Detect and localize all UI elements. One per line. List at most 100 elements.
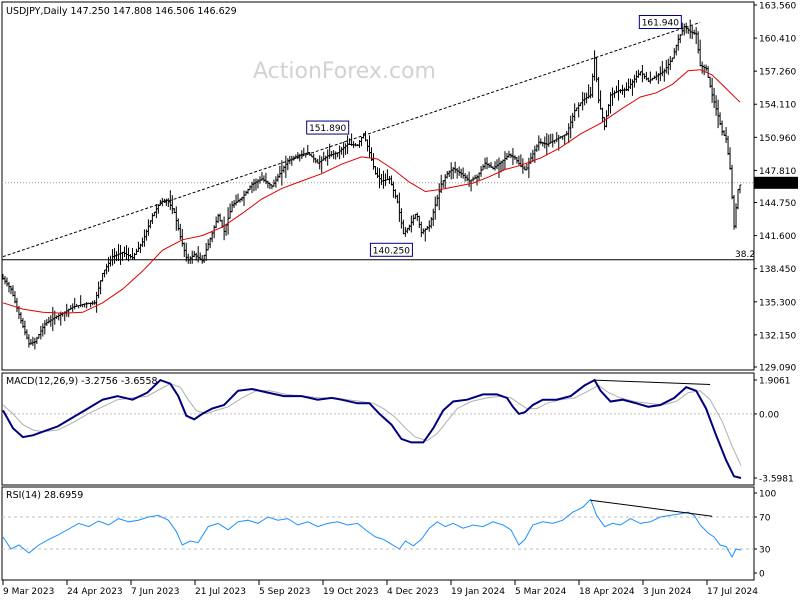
macd-tick-label: -3.5981 <box>759 475 794 485</box>
price-bar <box>441 180 445 188</box>
watermark-text: ActionForex.com <box>253 59 436 84</box>
price-bar <box>202 254 206 263</box>
price-bar <box>370 147 374 161</box>
price-bar <box>491 166 495 170</box>
price-bar <box>126 247 130 262</box>
price-bar <box>280 160 284 186</box>
date-tick-label: 18 Apr 2024 <box>579 587 635 597</box>
price-bar <box>553 139 557 144</box>
price-bar <box>192 250 196 258</box>
price-bar <box>527 157 531 179</box>
price-annotations: 161.940 151.890 140.250 <box>306 15 682 257</box>
price-bar <box>9 285 13 295</box>
date-tick-label: 17 Jul 2024 <box>707 587 758 597</box>
annotation-label: 151.890 <box>309 124 346 134</box>
price-bar <box>366 139 370 152</box>
macd-main-line <box>2 378 742 479</box>
price-bar <box>49 315 53 327</box>
price-bar <box>57 313 61 321</box>
price-tick-label: 163.560 <box>759 2 796 12</box>
price-bar <box>136 241 140 252</box>
price-bar <box>700 61 704 74</box>
price-bar <box>182 242 186 258</box>
price-bar <box>286 158 290 171</box>
price-bar <box>15 297 19 313</box>
price-bar <box>503 151 507 170</box>
price-bar <box>248 185 252 191</box>
price-bar <box>270 184 274 190</box>
price-bar <box>682 23 686 36</box>
annotation-140.250: 140.250 <box>369 242 413 257</box>
price-bar <box>244 190 248 196</box>
price-bar <box>124 245 128 260</box>
price-bar <box>660 60 664 77</box>
price-bar <box>218 213 222 222</box>
price-bar <box>61 311 65 317</box>
price-bar <box>278 165 282 178</box>
price-bar <box>473 174 477 180</box>
price-bar <box>581 91 585 111</box>
price-bar <box>628 78 632 90</box>
price-bar <box>411 214 415 226</box>
rsi-tick-label: 70 <box>759 514 771 524</box>
price-bar <box>320 156 324 173</box>
price-bar <box>69 305 73 311</box>
price-bar <box>407 224 411 231</box>
price-tick-label: 144.750 <box>759 199 796 209</box>
rsi-panel-title: RSI(14) 28.6959 <box>6 490 83 501</box>
price-bar <box>101 272 105 282</box>
rsi-panel-frame <box>1 486 755 581</box>
annotation-box <box>638 15 682 30</box>
price-bar <box>431 208 435 226</box>
price-bar <box>539 138 543 145</box>
price-bar <box>437 183 441 211</box>
price-bar <box>716 99 720 129</box>
price-bar <box>664 59 668 74</box>
price-bar <box>7 281 11 293</box>
price-bar <box>403 227 407 237</box>
price-bar <box>622 87 626 98</box>
price-bar <box>282 165 286 173</box>
price-bar <box>577 102 581 118</box>
moving-average <box>2 69 741 314</box>
price-bar <box>5 277 9 287</box>
price-bar <box>728 147 732 170</box>
price-bar <box>638 71 642 76</box>
price-panel-title: USDJPY,Daily 147.250 147.808 146.506 146… <box>6 6 237 17</box>
price-bar <box>304 152 308 158</box>
price-bar <box>306 144 310 154</box>
price-bar <box>360 136 364 147</box>
price-bar <box>589 86 593 99</box>
price-bar <box>465 174 469 182</box>
price-bar <box>226 207 230 235</box>
date-tick-label: 19 Jan 2024 <box>451 587 505 597</box>
price-bar <box>117 243 121 262</box>
price-bar <box>541 141 545 147</box>
current-price-badge <box>754 176 798 189</box>
price-bar <box>561 135 565 140</box>
price-bar <box>423 228 427 242</box>
rsi-tick-label: 100 <box>759 490 776 500</box>
annotation-label: 140.250 <box>373 246 410 256</box>
price-bar <box>142 229 146 247</box>
price-bar <box>712 87 716 109</box>
price-bar <box>234 194 238 206</box>
price-bar <box>475 174 479 186</box>
price-tick-label: 141.600 <box>759 232 796 242</box>
price-bar <box>111 249 115 266</box>
price-bar <box>686 27 690 34</box>
annotation-box <box>369 242 413 257</box>
price-bar <box>668 56 672 71</box>
price-bar <box>611 87 615 106</box>
price-bar <box>666 58 670 75</box>
price-axis: 163.560 160.410 157.260 154.110 150.960 147.8… <box>754 2 798 374</box>
price-bar <box>119 244 123 265</box>
price-bar <box>368 135 372 158</box>
price-bar <box>535 144 539 152</box>
rsi-tick-label: 0 <box>759 570 765 580</box>
price-bar <box>417 215 421 228</box>
price-bar <box>268 182 272 190</box>
price-bar <box>399 208 403 229</box>
price-bar <box>99 280 103 295</box>
price-bar <box>409 215 413 233</box>
